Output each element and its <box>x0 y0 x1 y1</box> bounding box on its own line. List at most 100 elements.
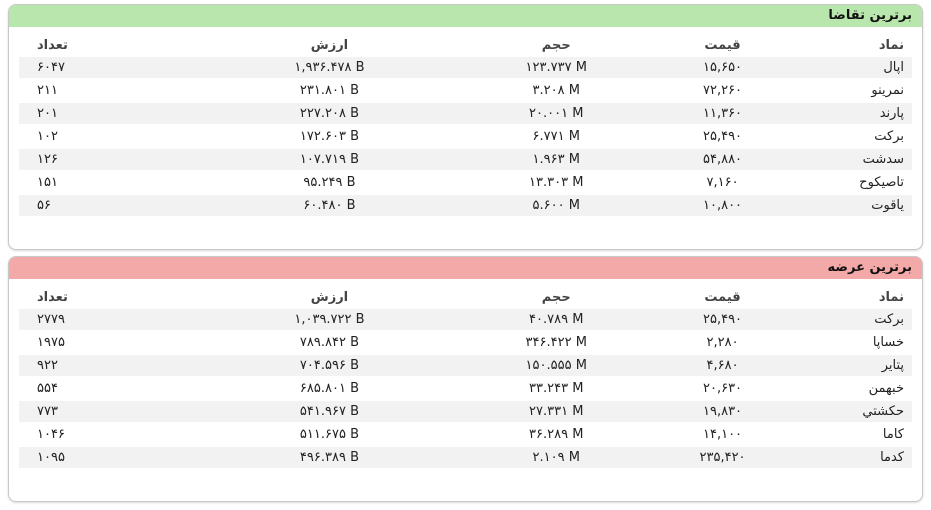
symbol-cell[interactable]: نمرینو <box>783 80 912 101</box>
value-cell: ۶۰.۴۸۰ B <box>208 195 451 216</box>
price-cell-text: ۲۵,۴۹۰ <box>703 312 743 327</box>
volume-cell: ۶.۷۷۱ M <box>450 126 663 147</box>
price-cell: ۲۳۵,۴۲۰ <box>662 447 783 468</box>
price-cell-text: ۲,۲۸۰ <box>706 335 739 350</box>
volume-cell: ۱۵۰.۵۵۵ M <box>450 355 663 376</box>
symbol-cell-text: حکشتي <box>862 404 904 419</box>
count-cell-text: ۲۰۱ <box>37 106 58 121</box>
count-cell: ۱۰۹۵ <box>19 447 209 468</box>
symbol-cell[interactable]: برکت <box>783 126 912 147</box>
volume-cell-text: ۳۴۶.۴۲۲ M <box>525 335 587 350</box>
price-cell: ۲۵,۴۹۰ <box>662 309 783 330</box>
symbol-cell[interactable]: پارند <box>783 103 912 124</box>
table-row[interactable]: پتایر ۴,۶۸۰ ۱۵۰.۵۵۵ M ۷۰۴.۵۹۶ B ۹۲۲ <box>19 355 912 376</box>
count-cell: ۱۰۲ <box>19 126 209 147</box>
table-row[interactable]: خساپا ۲,۲۸۰ ۳۴۶.۴۲۲ M ۷۸۹.۸۴۲ B ۱۹۷۵ <box>19 332 912 353</box>
symbol-cell[interactable]: برکت <box>783 309 912 330</box>
symbol-cell[interactable]: پتایر <box>783 355 912 376</box>
price-cell-text: ۴,۶۸۰ <box>706 358 739 373</box>
volume-cell: ۳۶.۲۸۹ M <box>450 424 663 445</box>
symbol-cell[interactable]: کاما <box>783 424 912 445</box>
table-row[interactable]: نمرینو ۷۲,۲۶۰ ۳.۲۰۸ M ۲۳۱.۸۰۱ B ۲۱۱ <box>19 80 912 101</box>
price-cell: ۷,۱۶۰ <box>662 172 783 193</box>
table-row[interactable]: حکشتي ۱۹,۸۳۰ ۲۷.۳۳۱ M ۵۴۱.۹۶۷ B ۷۷۳ <box>19 401 912 422</box>
count-cell-text: ۲۷۷۹ <box>37 312 65 327</box>
top-supply-table: نماد قیمت حجم ارزش تعداد برکت ۲۵,۴۹۰ ۴۰.۷۸… <box>19 285 912 470</box>
volume-cell-text: ۳۳.۲۴۳ M <box>529 381 584 396</box>
count-cell: ۵۵۴ <box>19 378 209 399</box>
value-cell: ۱۷۲.۶۰۳ B <box>208 126 451 147</box>
value-cell: ۷۸۹.۸۴۲ B <box>208 332 451 353</box>
count-cell-text: ۱۰۴۶ <box>37 427 65 442</box>
table-row[interactable]: خبهمن ۲۰,۶۳۰ ۳۳.۲۴۳ M ۶۸۵.۸۰۱ B ۵۵۴ <box>19 378 912 399</box>
table-row[interactable]: تاصیکوح ۷,۱۶۰ ۱۳.۳۰۳ M ۹۵.۲۴۹ B ۱۵۱ <box>19 172 912 193</box>
value-cell: ۲۳۱.۸۰۱ B <box>208 80 451 101</box>
count-cell: ۵۶ <box>19 195 209 216</box>
table-header-row: نماد قیمت حجم ارزش تعداد <box>19 287 912 307</box>
volume-cell-text: ۳.۲۰۸ M <box>532 83 580 98</box>
price-cell-text: ۷۲,۲۶۰ <box>703 83 743 98</box>
count-cell: ۱۰۴۶ <box>19 424 209 445</box>
value-cell: ۶۸۵.۸۰۱ B <box>208 378 451 399</box>
count-cell: ۲۷۷۹ <box>19 309 209 330</box>
volume-cell: ۳۳.۲۴۳ M <box>450 378 663 399</box>
count-cell: ۲۰۱ <box>19 103 209 124</box>
table-row[interactable]: اپال ۱۵,۶۵۰ ۱۲۳.۷۳۷ M ۱,۹۳۶.۴۷۸ B ۶۰۴۷ <box>19 57 912 78</box>
table-row[interactable]: برکت ۲۵,۴۹۰ ۴۰.۷۸۹ M ۱,۰۳۹.۷۲۲ B ۲۷۷۹ <box>19 309 912 330</box>
volume-cell: ۴۰.۷۸۹ M <box>450 309 663 330</box>
value-cell-text: ۲۳۱.۸۰۱ B <box>299 83 359 98</box>
table-row[interactable]: سدشت ۵۴,۸۸۰ ۱.۹۶۳ M ۱۰۷.۷۱۹ B ۱۲۶ <box>19 149 912 170</box>
symbol-cell[interactable]: سدشت <box>783 149 912 170</box>
table-row[interactable]: یاقوت ۱۰,۸۰۰ ۵.۶۰۰ M ۶۰.۴۸۰ B ۵۶ <box>19 195 912 216</box>
table-row[interactable]: کدما ۲۳۵,۴۲۰ ۲.۱۰۹ M ۴۹۶.۳۸۹ B ۱۰۹۵ <box>19 447 912 468</box>
value-cell-text: ۵۴۱.۹۶۷ B <box>299 404 359 419</box>
value-cell: ۴۹۶.۳۸۹ B <box>208 447 451 468</box>
header-symbol: نماد <box>878 289 904 305</box>
symbol-cell-text: تاصیکوح <box>859 175 904 190</box>
price-cell-text: ۱۰,۸۰۰ <box>703 198 743 213</box>
volume-cell-text: ۱.۹۶۳ M <box>532 152 580 167</box>
value-cell-text: ۱,۹۳۶.۴۷۸ B <box>294 60 365 75</box>
value-cell: ۱,۹۳۶.۴۷۸ B <box>208 57 451 78</box>
symbol-cell[interactable]: خساپا <box>783 332 912 353</box>
symbol-cell[interactable]: کدما <box>783 447 912 468</box>
volume-cell-text: ۴۰.۷۸۹ M <box>529 312 584 327</box>
symbol-cell[interactable]: اپال <box>783 57 912 78</box>
header-count: تعداد <box>37 37 68 53</box>
top-demand-table: نماد قیمت حجم ارزش تعداد اپال ۱۵,۶۵۰ ۱۲۳.۷… <box>19 33 912 218</box>
count-cell-text: ۱۲۶ <box>37 152 58 167</box>
volume-cell: ۱۳.۳۰۳ M <box>450 172 663 193</box>
value-cell: ۱,۰۳۹.۷۲۲ B <box>208 309 451 330</box>
symbol-cell-text: برکت <box>874 312 904 327</box>
symbol-cell[interactable]: تاصیکوح <box>783 172 912 193</box>
volume-cell: ۲.۱۰۹ M <box>450 447 663 468</box>
value-cell: ۲۲۷.۲۰۸ B <box>208 103 451 124</box>
symbol-cell[interactable]: یاقوت <box>783 195 912 216</box>
volume-cell-text: ۲.۱۰۹ M <box>532 450 580 465</box>
value-cell-text: ۲۲۷.۲۰۸ B <box>299 106 359 121</box>
value-cell-text: ۴۹۶.۳۸۹ B <box>299 450 359 465</box>
symbol-cell-text: نمرینو <box>871 83 904 98</box>
price-cell-text: ۱۵,۶۵۰ <box>703 60 743 75</box>
header-volume: حجم <box>541 37 571 53</box>
price-cell: ۱۴,۱۰۰ <box>662 424 783 445</box>
count-cell-text: ۱۰۲ <box>37 129 58 144</box>
value-cell-text: ۱,۰۳۹.۷۲۲ B <box>294 312 365 327</box>
volume-cell: ۱.۹۶۳ M <box>450 149 663 170</box>
price-cell-text: ۲۵,۴۹۰ <box>703 129 743 144</box>
value-cell: ۵۱۱.۶۷۵ B <box>208 424 451 445</box>
symbol-cell[interactable]: حکشتي <box>783 401 912 422</box>
table-row[interactable]: کاما ۱۴,۱۰۰ ۳۶.۲۸۹ M ۵۱۱.۶۷۵ B ۱۰۴۶ <box>19 424 912 445</box>
price-cell: ۲,۲۸۰ <box>662 332 783 353</box>
value-cell-text: ۷۰۴.۵۹۶ B <box>299 358 359 373</box>
value-cell-text: ۱۷۲.۶۰۳ B <box>299 129 359 144</box>
symbol-cell[interactable]: خبهمن <box>783 378 912 399</box>
table-row[interactable]: برکت ۲۵,۴۹۰ ۶.۷۷۱ M ۱۷۲.۶۰۳ B ۱۰۲ <box>19 126 912 147</box>
table-row[interactable]: پارند ۱۱,۳۶۰ ۲۰.۰۰۱ M ۲۲۷.۲۰۸ B ۲۰۱ <box>19 103 912 124</box>
header-price: قیمت <box>704 37 741 53</box>
symbol-cell-text: برکت <box>874 129 904 144</box>
value-cell: ۹۵.۲۴۹ B <box>208 172 451 193</box>
volume-cell-text: ۵.۶۰۰ M <box>532 198 580 213</box>
symbol-cell-text: خبهمن <box>868 381 904 396</box>
top-demand-panel: برترین تقاضا نماد قیمت حجم ارزش تعداد اپ… <box>8 4 923 250</box>
